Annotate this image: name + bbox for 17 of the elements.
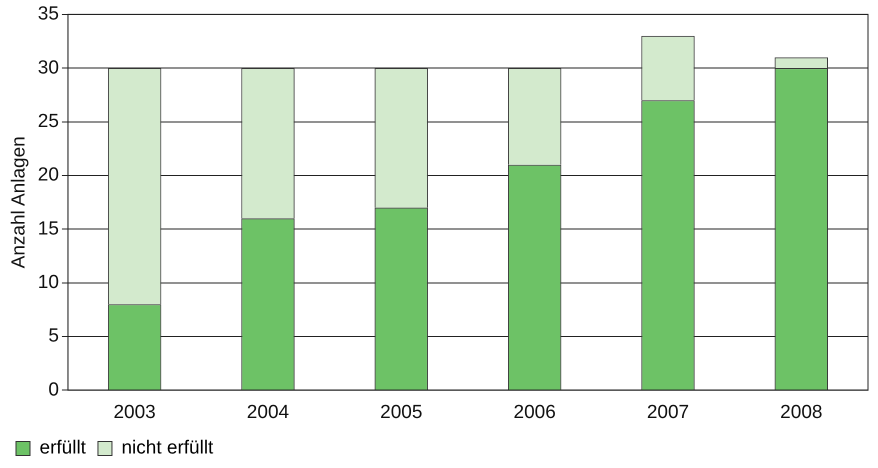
x-tick-label: 2005: [380, 402, 422, 423]
x-tick-label: 2006: [514, 402, 556, 423]
x-tick-label: 2007: [646, 402, 690, 423]
y-tick-label: 35: [38, 4, 59, 25]
x-tick-label: 2004: [246, 402, 290, 423]
legend-label: nicht erfüllt: [121, 438, 214, 459]
y-tick-label: 10: [38, 272, 59, 294]
x-tick-label: 2003: [113, 402, 156, 423]
y-tick-label: 15: [38, 218, 59, 240]
y-tick-label: 30: [38, 57, 59, 78]
y-tick-label: 5: [48, 326, 59, 347]
x-tick-label: 2008: [780, 402, 822, 423]
y-tick-label: 0: [48, 379, 59, 400]
y-axis-title: Anzahl Anlagen: [8, 136, 30, 268]
y-tick-label: 20: [38, 164, 59, 186]
y-tick-label: 25: [38, 111, 59, 132]
legend-label: erfüllt: [40, 438, 87, 459]
